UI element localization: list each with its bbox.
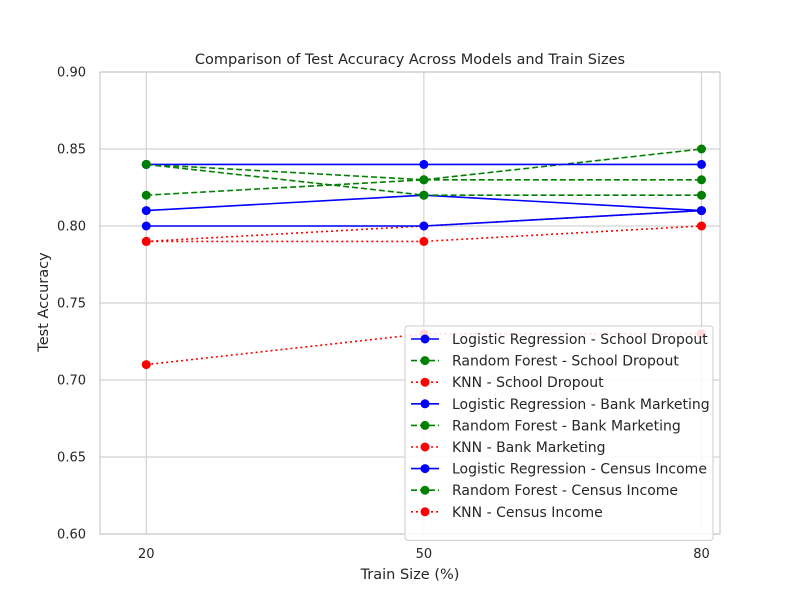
legend-item: KNN - Census Income [411,505,603,521]
data-point [419,190,429,200]
legend-label: Random Forest - Census Income [452,483,678,499]
legend-marker [420,442,430,452]
data-point [696,190,706,200]
legend-marker [420,334,430,344]
data-point [141,159,151,169]
legend-item: Random Forest - School Dropout [411,354,679,370]
x-tick-label: 80 [693,547,710,562]
legend-label: Random Forest - Bank Marketing [452,418,681,434]
legend-item: Logistic Regression - School Dropout [411,332,708,348]
legend-marker [420,420,430,430]
y-tick-label: 0.90 [57,66,86,81]
legend-item: Random Forest - Census Income [411,483,678,499]
series-knn-bank-marketing [141,221,706,246]
x-axis-label: Train Size (%) [360,567,460,583]
series-line [146,179,702,196]
chart-title: Comparison of Test Accuracy Across Model… [195,52,625,68]
data-point [141,206,151,216]
data-point [419,175,429,185]
legend-item: Random Forest - Bank Marketing [411,418,681,434]
series-random-forest-bank-marketing [141,175,706,200]
data-point [419,159,429,169]
legend-marker [420,464,430,474]
legend-label: Random Forest - School Dropout [452,354,679,370]
legend-label: Logistic Regression - Census Income [452,462,707,478]
series-line [146,148,702,181]
y-tick-label: 0.65 [57,451,86,466]
data-point [419,221,429,231]
legend-label: KNN - School Dropout [452,375,604,391]
y-tick-label: 0.85 [57,143,86,158]
legend-marker [420,356,430,366]
legend-box [404,325,714,541]
data-point [696,206,706,216]
legend-marker [420,507,430,517]
legend-item: Logistic Regression - Census Income [411,462,707,478]
data-point [419,236,429,246]
data-point [141,190,151,200]
y-axis-label: Test Accuracy [36,252,52,353]
legend-label: Logistic Regression - School Dropout [452,332,708,348]
y-tick-label: 0.70 [57,374,86,389]
legend-marker [420,399,430,409]
y-tick-labels: 0.60 0.65 0.70 0.75 0.80 0.85 0.90 [57,66,86,543]
x-tick-label: 20 [138,547,155,562]
x-tick-label: 50 [416,547,433,562]
series-logistic-regression-bank-marketing [141,206,706,231]
data-point [696,159,706,169]
data-point [141,221,151,231]
legend: Logistic Regression - School Dropout Rand… [404,325,714,541]
legend-label: KNN - Census Income [452,505,603,521]
data-point [696,221,706,231]
legend-label: KNN - Bank Marketing [452,440,605,456]
legend-item: KNN - Bank Marketing [411,440,605,456]
legend-marker [420,485,430,495]
data-point [141,236,151,246]
y-tick-label: 0.60 [57,528,86,543]
y-tick-label: 0.75 [57,297,86,312]
legend-label: Logistic Regression - Bank Marketing [452,397,710,413]
y-tick-label: 0.80 [57,220,86,235]
legend-marker [420,377,430,387]
legend-item: Logistic Regression - Bank Marketing [411,397,710,413]
data-point [696,144,706,154]
data-point [141,360,151,370]
data-point [696,175,706,185]
x-tick-labels: 20 50 80 [138,547,710,562]
legend-item: KNN - School Dropout [411,375,604,391]
series-group [141,144,706,370]
series-random-forest-census-income [141,159,706,200]
